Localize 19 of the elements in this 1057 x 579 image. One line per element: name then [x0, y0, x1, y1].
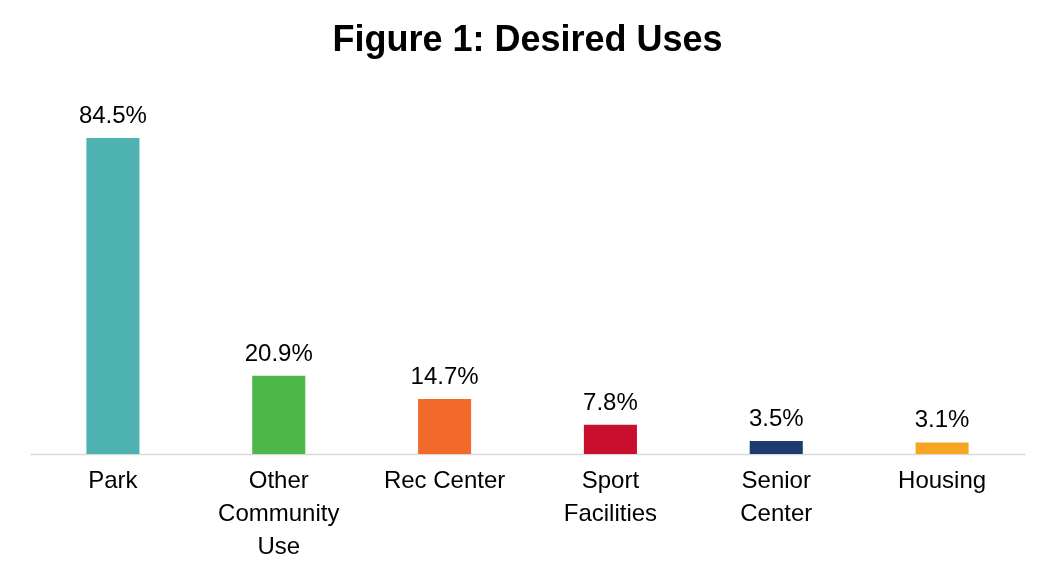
data-label: 3.5% — [748, 403, 804, 431]
bar — [583, 424, 637, 454]
data-label: 20.9% — [244, 338, 313, 366]
bar — [915, 442, 969, 454]
data-label: 7.8% — [583, 387, 638, 415]
bar — [86, 138, 140, 454]
x-tick-label: Sport Facilities — [563, 465, 658, 526]
x-tick-label: Park — [88, 465, 139, 493]
data-label: 84.5% — [78, 101, 147, 128]
data-label: 3.1% — [914, 405, 970, 433]
x-tick-label: Rec Center — [383, 465, 506, 493]
bar — [252, 375, 306, 454]
x-tick-label: Other Community Use — [218, 465, 340, 559]
x-tick-label: Senior Center — [740, 465, 813, 526]
chart-title: Figure 1: Desired Uses — [332, 18, 723, 59]
data-label: 14.7% — [410, 362, 479, 390]
x-tick-label: Housing — [898, 465, 987, 493]
bar — [418, 399, 472, 454]
bar — [749, 440, 803, 454]
